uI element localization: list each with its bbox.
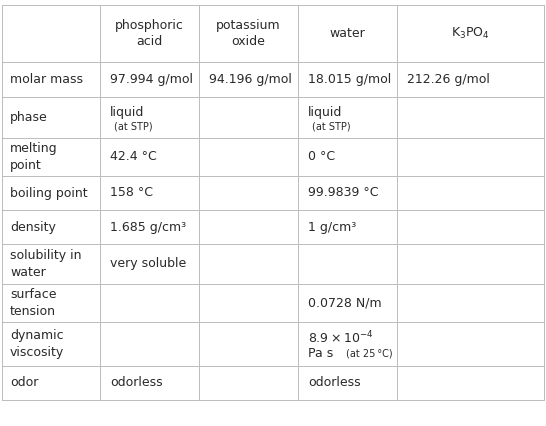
- Text: 99.9839 °C: 99.9839 °C: [308, 187, 378, 199]
- Text: water: water: [330, 27, 365, 40]
- Text: surface
tension: surface tension: [10, 288, 56, 318]
- Text: potassium
oxide: potassium oxide: [216, 19, 281, 48]
- Text: (at 25 °C): (at 25 °C): [346, 348, 393, 359]
- Text: (at STP): (at STP): [114, 121, 153, 132]
- Text: 97.994 g/mol: 97.994 g/mol: [110, 73, 193, 86]
- Text: 94.196 g/mol: 94.196 g/mol: [209, 73, 292, 86]
- Text: very soluble: very soluble: [110, 257, 186, 271]
- Text: 0 °C: 0 °C: [308, 150, 335, 164]
- Text: odor: odor: [10, 377, 38, 389]
- Text: liquid: liquid: [308, 106, 342, 119]
- Text: 42.4 °C: 42.4 °C: [110, 150, 157, 164]
- Text: Pa s: Pa s: [308, 347, 333, 360]
- Text: odorless: odorless: [308, 377, 360, 389]
- Text: molar mass: molar mass: [10, 73, 83, 86]
- Text: melting
point: melting point: [10, 142, 58, 172]
- Text: dynamic
viscosity: dynamic viscosity: [10, 329, 64, 359]
- Text: phase: phase: [10, 111, 48, 124]
- Text: density: density: [10, 221, 56, 233]
- Text: 158 °C: 158 °C: [110, 187, 153, 199]
- Text: 0.0728 N/m: 0.0728 N/m: [308, 296, 382, 310]
- Text: odorless: odorless: [110, 377, 163, 389]
- Text: 1.685 g/cm³: 1.685 g/cm³: [110, 221, 186, 233]
- Text: 1 g/cm³: 1 g/cm³: [308, 221, 356, 233]
- Text: boiling point: boiling point: [10, 187, 87, 199]
- Text: (at STP): (at STP): [312, 121, 351, 132]
- Text: $\mathrm{K_3PO_4}$: $\mathrm{K_3PO_4}$: [451, 26, 490, 41]
- Text: phosphoric
acid: phosphoric acid: [115, 19, 184, 48]
- Text: 18.015 g/mol: 18.015 g/mol: [308, 73, 391, 86]
- Text: 212.26 g/mol: 212.26 g/mol: [407, 73, 490, 86]
- Text: liquid: liquid: [110, 106, 144, 119]
- Text: solubility in
water: solubility in water: [10, 249, 81, 279]
- Text: $8.9\times10^{-4}$: $8.9\times10^{-4}$: [308, 330, 373, 346]
